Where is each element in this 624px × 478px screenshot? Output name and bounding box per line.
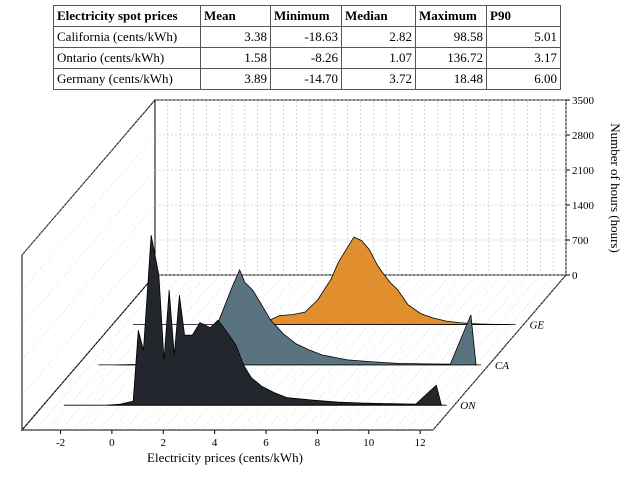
x-tick-label: 6 <box>263 437 269 449</box>
y-tick-label: 3500 <box>572 95 595 107</box>
y-tick-label: 700 <box>572 235 589 247</box>
table-cell: 18.48 <box>415 68 487 90</box>
table-cell: California (cents/kWh) <box>53 26 201 48</box>
table-header-row: Electricity spot prices Mean Minimum Med… <box>53 5 561 27</box>
x-tick-label: 8 <box>315 437 321 449</box>
x-axis-title: Electricity prices (cents/kWh) <box>147 450 303 465</box>
series-label-ge: GE <box>529 320 544 332</box>
x-tick-label: 10 <box>363 437 375 449</box>
table-row: Germany (cents/kWh) 3.89 -14.70 3.72 18.… <box>53 68 561 90</box>
chart-axes: -2 0 2 4 6 8 10 12 0 700 1400 2100 2800 3500 <box>56 95 595 449</box>
y-tick-label: 0 <box>572 270 578 282</box>
x-tick-label: -2 <box>56 437 65 449</box>
x-tick-label: 0 <box>109 437 115 449</box>
gridline <box>21 169 156 326</box>
table-cell: -8.26 <box>270 47 342 69</box>
series-area-on <box>107 235 442 406</box>
chart-series: GE CA ON <box>63 235 544 412</box>
y-tick-label: 1400 <box>572 200 595 212</box>
y-tick-label: 2800 <box>572 130 595 142</box>
series-label-on: ON <box>460 400 476 412</box>
table-cell: 6.00 <box>486 68 561 90</box>
table-cell: 5.01 <box>486 26 561 48</box>
table-cell: 3.72 <box>341 68 416 90</box>
y-tick-label: 2100 <box>572 165 595 177</box>
gridline <box>21 134 156 291</box>
gridline <box>21 204 156 361</box>
x-tick-label: 4 <box>212 437 218 449</box>
gridline <box>419 274 554 431</box>
x-tick-label: 12 <box>415 437 426 449</box>
series-label-ca: CA <box>495 360 509 372</box>
table-cell: -14.70 <box>270 68 342 90</box>
x-tick-label: 2 <box>161 437 167 449</box>
table-cell: 3.89 <box>200 68 271 90</box>
chart-grid <box>21 99 567 431</box>
y-axis-title: Number of hours (hours) <box>608 123 623 253</box>
column-header: Electricity spot prices <box>53 5 201 27</box>
table-cell: 136.72 <box>415 47 487 69</box>
column-header: Maximum <box>415 5 487 27</box>
stats-table: Electricity spot prices Mean Minimum Med… <box>53 5 561 90</box>
table-row: Ontario (cents/kWh) 1.58 -8.26 1.07 136.… <box>53 47 561 69</box>
